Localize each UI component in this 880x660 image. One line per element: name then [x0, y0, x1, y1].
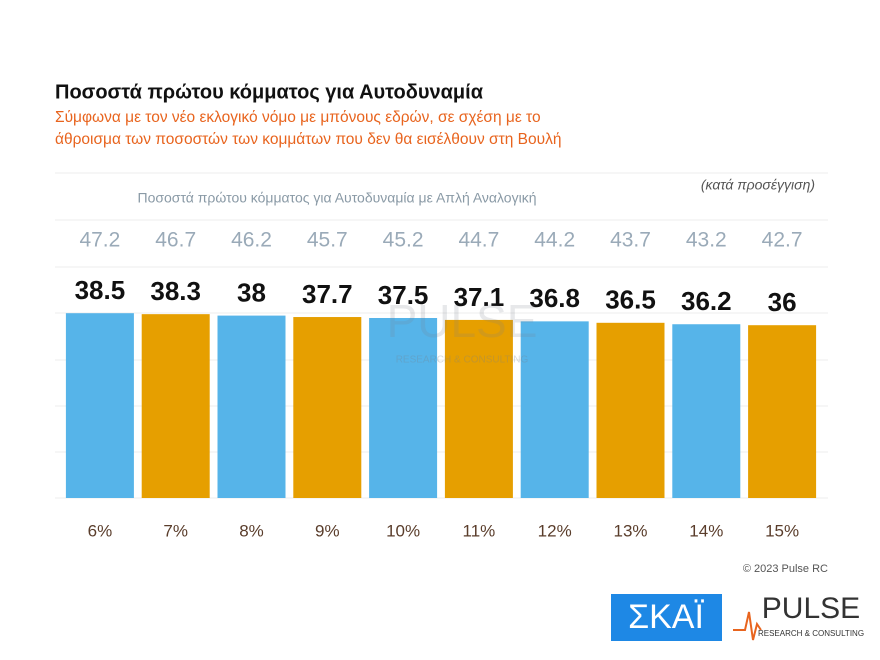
- proportional-value: 44.7: [458, 229, 499, 252]
- proportional-value: 42.7: [762, 229, 803, 252]
- chart-subtitle: άθροισμα των ποσοστών των κομμάτων που δ…: [55, 131, 561, 148]
- proportional-value: 43.7: [610, 229, 651, 252]
- x-tick-label: 9%: [315, 521, 340, 540]
- x-tick-label: 6%: [88, 521, 113, 540]
- bar: [65, 313, 134, 498]
- bar: [217, 315, 286, 498]
- data-label: 36.5: [605, 285, 656, 315]
- proportional-value: 46.2: [231, 229, 272, 252]
- proportional-value: 45.7: [307, 229, 348, 252]
- copyright: © 2023 Pulse RC: [743, 563, 828, 575]
- watermark: PULSE: [387, 295, 538, 347]
- x-tick-label: 10%: [386, 521, 420, 540]
- x-tick-label: 8%: [239, 521, 264, 540]
- skai-logo-text: ΣΚΑΪ: [628, 598, 704, 636]
- data-label: 38.3: [150, 276, 201, 306]
- bar: [141, 314, 210, 498]
- skai-logo-box: [611, 594, 722, 641]
- bar: [520, 321, 589, 498]
- x-tick-label: 15%: [765, 521, 799, 540]
- x-tick-label: 11%: [463, 521, 496, 540]
- pulse-icon: [733, 611, 762, 641]
- proportional-value: 45.2: [383, 229, 424, 252]
- bar: [293, 317, 362, 498]
- proportional-label: Ποσοστά πρώτου κόμματος για Αυτοδυναμία …: [137, 190, 536, 206]
- data-label: 36: [768, 287, 797, 317]
- proportional-value: 46.7: [155, 229, 196, 252]
- bar: [672, 324, 741, 498]
- skai-logo: ΣΚΑΪ: [611, 594, 722, 641]
- x-tick-label: 14%: [689, 521, 723, 540]
- data-label: 36.8: [529, 283, 580, 313]
- bar: [369, 318, 438, 498]
- data-label: 37.5: [378, 280, 429, 310]
- bar: [596, 322, 665, 498]
- proportional-value: 47.2: [79, 229, 120, 252]
- watermark-tagline: RESEARCH & CONSULTING: [396, 355, 529, 366]
- bar: [444, 319, 513, 498]
- data-label: 36.2: [681, 286, 732, 316]
- pulse-logo: PULSE RESEARCH & CONSULTING: [733, 592, 864, 641]
- data-label: 37.7: [302, 279, 353, 309]
- chart-subtitle: Σύμφωνα με τον νέο εκλογικό νόμο με μπόν…: [55, 109, 541, 126]
- data-label: 38.5: [75, 275, 126, 305]
- chart-title: Ποσοστά πρώτου κόμματος για Αυτοδυναμία: [55, 81, 484, 103]
- x-tick-label: 7%: [163, 521, 188, 540]
- proportional-value: 43.2: [686, 229, 727, 252]
- proportional-value: 44.2: [534, 229, 575, 252]
- pulse-logo-text: PULSE: [762, 592, 860, 625]
- bar: [748, 325, 817, 498]
- x-tick-label: 12%: [538, 521, 572, 540]
- x-tick-label: 13%: [613, 521, 647, 540]
- pulse-tagline: RESEARCH & CONSULTING: [758, 629, 864, 638]
- data-label: 38: [237, 277, 266, 307]
- data-label: 37.1: [454, 282, 505, 312]
- note: (κατά προσέγγιση): [701, 177, 815, 193]
